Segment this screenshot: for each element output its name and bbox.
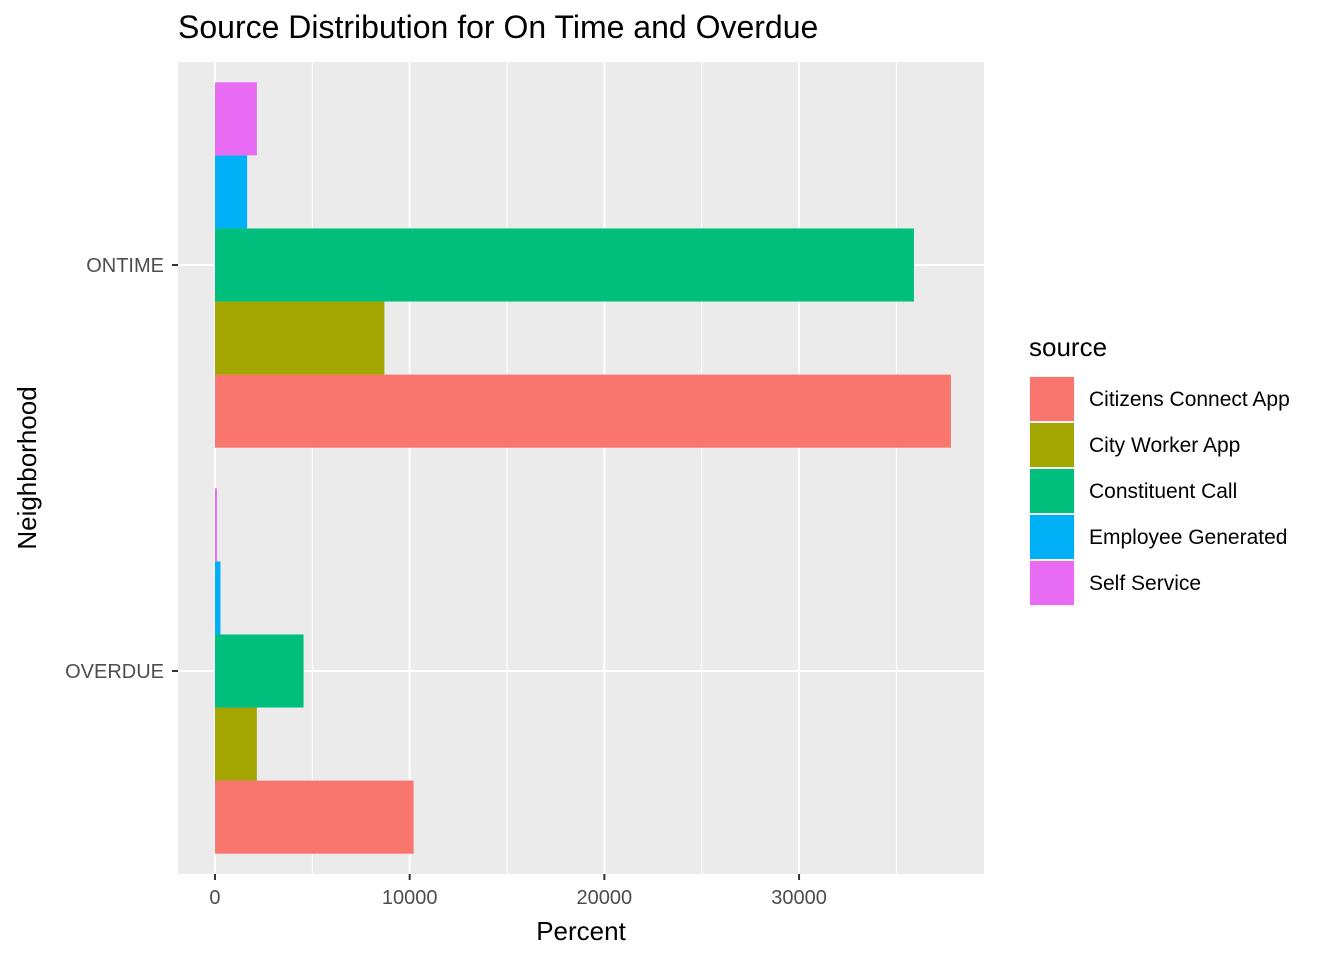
legend-label: Constituent Call	[1089, 480, 1237, 503]
bars	[214, 82, 951, 854]
legend-label: Citizens Connect App	[1089, 388, 1290, 411]
legend-label: Employee Generated	[1089, 526, 1287, 549]
bar-ontime-employee-generated	[214, 155, 248, 229]
legend-title: source	[1029, 332, 1107, 362]
x-tick-label: 30000	[771, 887, 827, 909]
legend-swatch	[1030, 561, 1074, 605]
x-tick-label: 20000	[577, 887, 633, 909]
bar-overdue-city-worker-app	[214, 707, 257, 781]
x-axis-title: Percent	[536, 916, 626, 946]
bar-ontime-constituent-call	[214, 228, 914, 302]
legend-swatch	[1030, 515, 1074, 559]
y-tick-label: OVERDUE	[65, 661, 164, 683]
legend-swatch	[1030, 469, 1074, 513]
legend-label: City Worker App	[1089, 434, 1240, 457]
chart-title: Source Distribution for On Time and Over…	[178, 9, 818, 45]
bar-ontime-citizens-connect-app	[214, 374, 951, 448]
y-tick-label: ONTIME	[86, 255, 164, 277]
bar-overdue-employee-generated	[214, 561, 221, 635]
legend: source Citizens Connect App City Worker A…	[1029, 332, 1290, 606]
y-axis: OVERDUE ONTIME	[65, 255, 178, 683]
legend-swatch	[1030, 423, 1074, 467]
x-tick-label: 10000	[382, 887, 438, 909]
x-tick-label: 0	[209, 887, 220, 909]
legend-label: Self Service	[1089, 572, 1201, 595]
bar-overdue-self-service	[214, 488, 217, 562]
bar-ontime-city-worker-app	[214, 301, 385, 375]
legend-swatch	[1030, 377, 1074, 421]
bar-ontime-self-service	[214, 82, 257, 156]
plot-panel	[178, 62, 984, 874]
minor-gridlines	[311, 62, 897, 874]
y-axis-title: Neighborhood	[12, 386, 42, 549]
bar-overdue-citizens-connect-app	[214, 780, 414, 854]
bar-overdue-constituent-call	[214, 634, 304, 708]
x-axis: 0 10000 20000 30000	[209, 874, 827, 909]
